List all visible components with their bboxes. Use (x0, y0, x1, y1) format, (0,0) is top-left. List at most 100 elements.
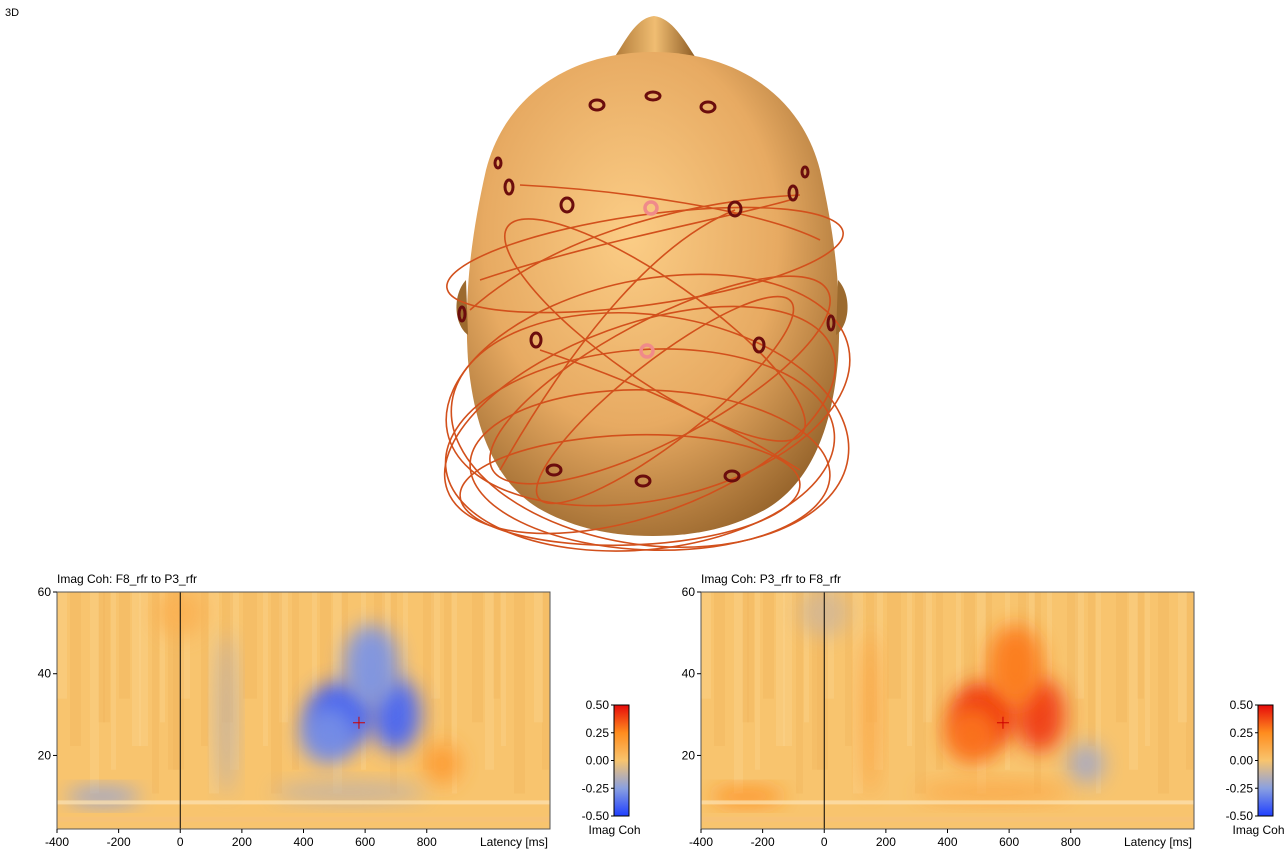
electrode-highlight (643, 200, 659, 216)
heatmap-texture-streak (1137, 592, 1144, 699)
colorbar-tick-label: 0.00 (1230, 754, 1254, 768)
x-tick-label: 400 (937, 835, 957, 849)
electrode-marker (800, 165, 810, 179)
heatmap-region (272, 782, 427, 803)
heatmap-texture-streak (894, 592, 901, 699)
heatmap-region (987, 624, 1044, 707)
heatmap-texture-streak (742, 592, 749, 723)
heatmap-panel[interactable]: Imag Coh: P3_rfr to F8_rfr -400 -200 0 200 40… (682, 572, 1285, 849)
colorbar-label: Imag Coh (588, 823, 640, 837)
heatmap-texture-streak (181, 592, 190, 699)
heatmap-texture-streak (201, 592, 208, 747)
head-3d-view[interactable] (415, 16, 872, 579)
electrode-marker (559, 196, 575, 214)
heatmap-region (300, 706, 356, 764)
heatmap-texture-streak (444, 592, 451, 747)
heatmap-texture-streak (812, 592, 823, 770)
heatmap-texture-streak (514, 592, 525, 794)
heatmap-texture-streak (1129, 592, 1138, 770)
electrode-highlight (639, 343, 655, 359)
heatmap-band (57, 800, 550, 805)
heatmap-region (861, 632, 880, 797)
heatmap-texture-streak (1158, 592, 1169, 794)
heatmap-texture-streak (542, 592, 549, 770)
heatmap-texture-streak (209, 592, 214, 794)
heatmap-band (701, 800, 1194, 805)
heatmap-texture-streak (1186, 592, 1193, 770)
x-tick-label: -200 (107, 835, 131, 849)
x-tick-label: 0 (177, 835, 184, 849)
colorbar-gradient (1257, 704, 1274, 817)
electrode-marker (529, 331, 543, 349)
x-tick-label: -400 (689, 835, 713, 849)
heatmap-region (1067, 743, 1105, 785)
heatmap-texture-streak (825, 592, 834, 699)
y-tick-label: 60 (38, 585, 52, 599)
electrode-marker (634, 474, 652, 488)
heatmap-texture-streak (1067, 592, 1078, 770)
heatmap-texture-streak (714, 592, 725, 747)
colorbar-tick-label: 0.50 (1230, 698, 1254, 712)
x-tick-label: 800 (1061, 835, 1081, 849)
colorbar-tick-label: 0.25 (1230, 726, 1254, 740)
head-nose (614, 16, 696, 58)
heatmap-texture-streak (214, 592, 219, 794)
heatmap-region (916, 782, 1071, 803)
heatmap-texture-streak (243, 592, 250, 699)
heatmap-texture-streak (250, 592, 257, 699)
y-tick-label: 40 (38, 667, 52, 681)
heatmap-texture-streak (915, 592, 926, 794)
heatmap-plot-area[interactable] (701, 588, 1194, 829)
heatmap-texture-streak (90, 592, 99, 794)
colorbar-tick-label: -0.25 (582, 781, 610, 795)
heatmap-texture-streak (152, 592, 159, 794)
electrode-marker (588, 98, 606, 112)
highlighted-electrodes (639, 200, 659, 359)
x-tick-label: 200 (232, 835, 252, 849)
heatmap-texture-streak (111, 592, 116, 770)
heatmap-texture-streak (312, 592, 317, 699)
heatmap-texture-streak (845, 592, 852, 747)
electrode-marker (644, 90, 662, 102)
heatmap-texture-streak (160, 592, 165, 723)
heatmap-texture-streak (70, 592, 81, 747)
colorbar-gradient (613, 704, 630, 817)
x-tick-label: 0 (821, 835, 828, 849)
heatmap-texture-streak (403, 592, 408, 723)
heatmap-texture-streak (923, 592, 932, 723)
heatmap-texture-streak (701, 592, 706, 699)
heatmap-region (217, 632, 236, 797)
electrode-marker (545, 463, 563, 477)
colorbar-tick-label: 0.25 (586, 726, 610, 740)
electrode-marker (723, 469, 741, 483)
heatmap-band (701, 816, 1194, 822)
heatmap-texture-streak (534, 592, 543, 723)
head-right-ear (836, 280, 848, 335)
heatmap-texture-streak (292, 592, 299, 770)
heatmap-texture-streak (1047, 592, 1052, 723)
electrode-marker (752, 336, 766, 354)
heatmap-texture-streak (763, 592, 774, 699)
y-tick-label: 20 (38, 748, 52, 762)
heatmap-texture-streak (783, 592, 792, 747)
heatmap-texture-streak (485, 592, 494, 770)
heatmap-texture-streak (907, 592, 912, 747)
heatmap-texture-streak (452, 592, 457, 794)
heatmap-texture-streak (119, 592, 130, 699)
heatmap-texture-streak (320, 592, 331, 747)
electrode-marker (493, 156, 503, 170)
heatmap-texture-streak (887, 592, 894, 699)
heatmap-texture-streak (734, 592, 743, 794)
electrodes (457, 90, 836, 488)
y-tick-label: 20 (682, 748, 696, 762)
heatmap-panel[interactable]: Imag Coh: F8_rfr to P3_rfr -400 -200 0 200 40… (38, 572, 641, 849)
heatmap-texture-streak (817, 592, 828, 770)
heatmap-plot-area[interactable] (57, 588, 550, 829)
heatmap-texture-streak (493, 592, 500, 699)
x-tick-label: 800 (417, 835, 437, 849)
x-tick-label: 600 (355, 835, 375, 849)
heatmap-texture-streak (858, 592, 863, 794)
